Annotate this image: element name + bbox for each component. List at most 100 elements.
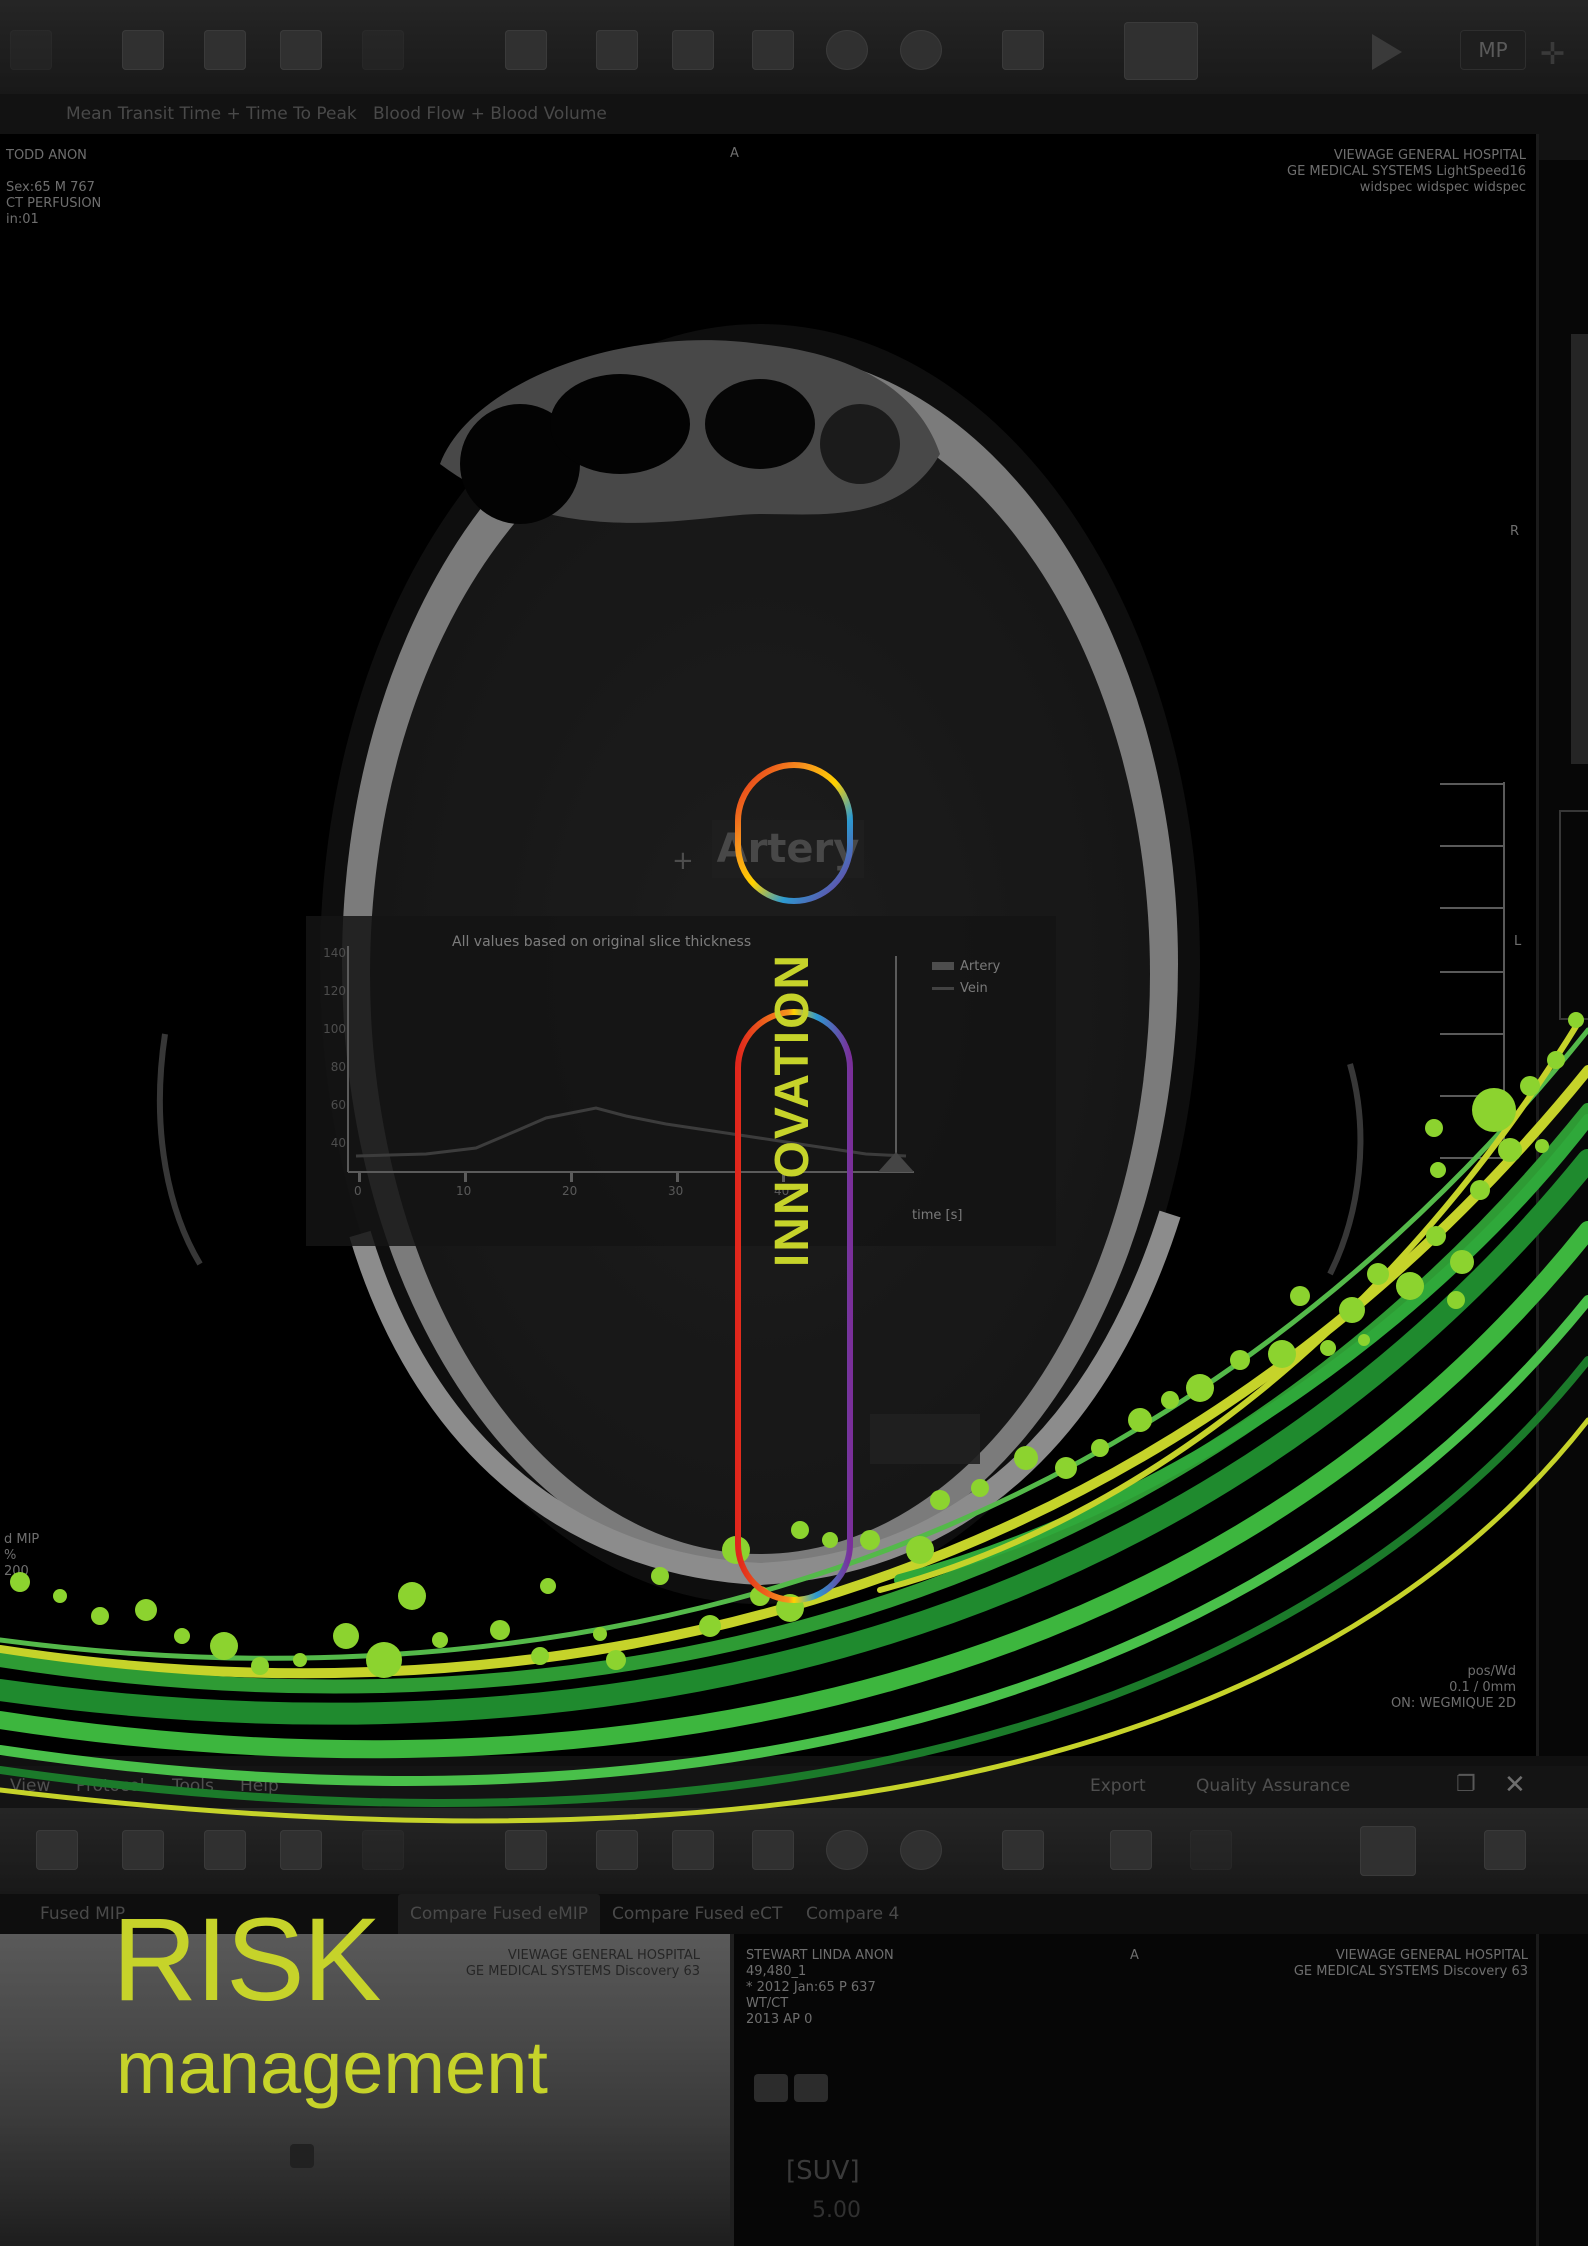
annotation-icon[interactable] <box>1360 1826 1416 1876</box>
suv-scale-value: 5.00 <box>812 2198 861 2223</box>
screen-capture-icon[interactable] <box>122 30 164 70</box>
link-icon[interactable] <box>752 1830 794 1870</box>
y-tick: 140 <box>323 946 346 960</box>
image-stack-icon[interactable] <box>794 2074 828 2102</box>
link-icon[interactable] <box>752 30 794 70</box>
menu-export[interactable]: Export <box>1090 1776 1146 1796</box>
window-level-icon[interactable] <box>505 30 547 70</box>
menu-quality-assurance[interactable]: Quality Assurance <box>1196 1776 1351 1796</box>
zoom-icon[interactable] <box>1002 1830 1044 1870</box>
rotate-icon[interactable] <box>1124 22 1198 80</box>
menu-protocol[interactable]: Protocol <box>76 1776 145 1796</box>
layout-icon[interactable] <box>596 1830 638 1870</box>
bottom-viewport-mid[interactable]: STEWART LINDA ANON 49,480_1 * 2012 Jan:6… <box>730 1934 1540 2246</box>
protocol-tab-bar: Mean Transit Time + Time To Peak Blood F… <box>0 94 1588 135</box>
grid-icon[interactable] <box>672 30 714 70</box>
contrast-icon[interactable] <box>900 1830 942 1870</box>
crosshair-icon[interactable] <box>826 30 868 70</box>
hospital-info-overlay: VIEWAGE GENERAL HOSPITAL GE MEDICAL SYST… <box>1287 148 1526 195</box>
capture-icon[interactable] <box>36 1830 78 1870</box>
orientation-marker-right: R <box>1510 524 1520 539</box>
suv-unit-label: [SUV] <box>786 2156 860 2186</box>
tab-bf-bv[interactable]: Blood Flow + Blood Volume <box>373 104 607 124</box>
tab-mtt-ttp[interactable]: Mean Transit Time + Time To Peak <box>66 104 357 124</box>
line-icon[interactable] <box>1190 1830 1232 1870</box>
monitor-icon[interactable] <box>204 30 246 70</box>
undo-icon[interactable] <box>10 30 52 70</box>
move-icon[interactable]: ✛ <box>1540 37 1566 72</box>
mip-overlay: d MIP % 200 <box>4 1532 40 1579</box>
legend-vein-label: Vein <box>960 981 988 996</box>
tab-compare-fused-ect[interactable]: Compare Fused eCT <box>612 1904 783 1924</box>
close-icon[interactable]: ✕ <box>1504 1770 1526 1800</box>
document-icon[interactable] <box>280 30 322 70</box>
patient-info-overlay: STEWART LINDA ANON 49,480_1 * 2012 Jan:6… <box>746 1948 894 2027</box>
x-tick: 30 <box>668 1184 684 1198</box>
legend-artery: Artery <box>932 956 1000 978</box>
side-thumbnail[interactable] <box>1559 810 1588 1020</box>
orientation-marker-left: L <box>1514 934 1522 949</box>
bottom-toolbar <box>0 1808 1588 1895</box>
menu-tools[interactable]: Tools <box>172 1776 214 1796</box>
document-icon[interactable] <box>280 1830 322 1870</box>
menu-help[interactable]: Help <box>240 1776 279 1796</box>
legend-vein: Vein <box>932 978 1000 1000</box>
contrast-icon[interactable] <box>900 30 942 70</box>
roi-vein-label[interactable] <box>870 1414 980 1464</box>
tdc-chart-panel: All values based on original slice thick… <box>306 916 1056 1246</box>
y-tick: 80 <box>330 1060 346 1074</box>
side-tab[interactable] <box>1539 134 1588 160</box>
legend-swatch-vein <box>932 987 954 990</box>
legend-swatch-artery <box>932 962 954 970</box>
layout-icon[interactable] <box>596 30 638 70</box>
y-tick: 40 <box>330 1136 346 1150</box>
innovation-word: INNOVATION <box>766 952 819 1268</box>
image-stack-icon[interactable] <box>754 2074 788 2102</box>
restore-icon[interactable]: ❐ <box>1456 1772 1476 1797</box>
top-toolbar: MP ✛ <box>0 0 1588 95</box>
x-tick: 0 <box>354 1184 362 1198</box>
main-viewport[interactable]: TODD ANON Sex:65 M 767 CT PERFUSION in:0… <box>0 134 1536 1756</box>
monitor-icon[interactable] <box>204 1830 246 1870</box>
right-side-panel <box>1536 134 1588 1756</box>
legend-artery-label: Artery <box>960 959 1001 974</box>
y-tick: 120 <box>323 984 346 998</box>
splitter[interactable] <box>0 1756 1588 1766</box>
pen-icon[interactable] <box>362 30 404 70</box>
side-scrollbar[interactable] <box>1571 334 1588 764</box>
y-tick: 100 <box>323 1022 346 1036</box>
tab-fused-mip[interactable]: Fused MIP <box>40 1904 126 1924</box>
scale-ruler <box>1440 782 1505 1162</box>
bottom-tab-bar: Fused MIP Compare Fused eMIP Compare Fus… <box>0 1894 1588 1935</box>
zoom-icon[interactable] <box>1002 30 1044 70</box>
y-tick: 60 <box>330 1098 346 1112</box>
measure-icon[interactable] <box>1110 1830 1152 1870</box>
headline-title: RISK <box>112 1894 381 2026</box>
bottom-menu-bar: View Protocol Tools Help Export Quality … <box>0 1766 1588 1808</box>
headline-subtitle: management <box>116 2026 548 2109</box>
roi-marker-icon[interactable]: + <box>672 846 694 876</box>
hospital-info-overlay: VIEWAGE GENERAL HOSPITAL GE MEDICAL SYST… <box>465 1948 700 1979</box>
pen-icon[interactable] <box>362 1830 404 1870</box>
menu-view[interactable]: View <box>10 1776 51 1796</box>
tdc-legend: Artery Vein <box>932 956 1000 1000</box>
roi-artery-label[interactable]: Artery <box>712 820 864 878</box>
x-tick: 20 <box>562 1184 578 1198</box>
x-axis-label: time [s] <box>912 1208 963 1223</box>
tab-compare-fused-emip[interactable]: Compare Fused eMIP <box>398 1894 601 1934</box>
bottom-viewport-right[interactable] <box>1536 1934 1588 2246</box>
orientation-marker-top: A <box>730 146 739 161</box>
crosshair-icon[interactable] <box>826 1830 868 1870</box>
window-info-overlay: pos/Wd 0.1 / 0mm ON: WEGMIQUE 2D <box>1390 1664 1516 1711</box>
grid-icon[interactable] <box>672 1830 714 1870</box>
bottom-viewport-left[interactable]: VIEWAGE GENERAL HOSPITAL GE MEDICAL SYST… <box>0 1934 730 2246</box>
split-view-icon[interactable] <box>1484 1830 1526 1870</box>
patient-info-overlay: TODD ANON Sex:65 M 767 CT PERFUSION in:0… <box>6 148 102 227</box>
play-icon[interactable] <box>1372 34 1402 70</box>
annotation-marker <box>290 2144 314 2168</box>
window-level-icon[interactable] <box>505 1830 547 1870</box>
tab-compare-4[interactable]: Compare 4 <box>806 1904 900 1924</box>
mip-button[interactable]: MP <box>1460 30 1526 70</box>
innovation-vertical-text: INNOVATION <box>763 953 823 1267</box>
screen-capture-icon[interactable] <box>122 1830 164 1870</box>
